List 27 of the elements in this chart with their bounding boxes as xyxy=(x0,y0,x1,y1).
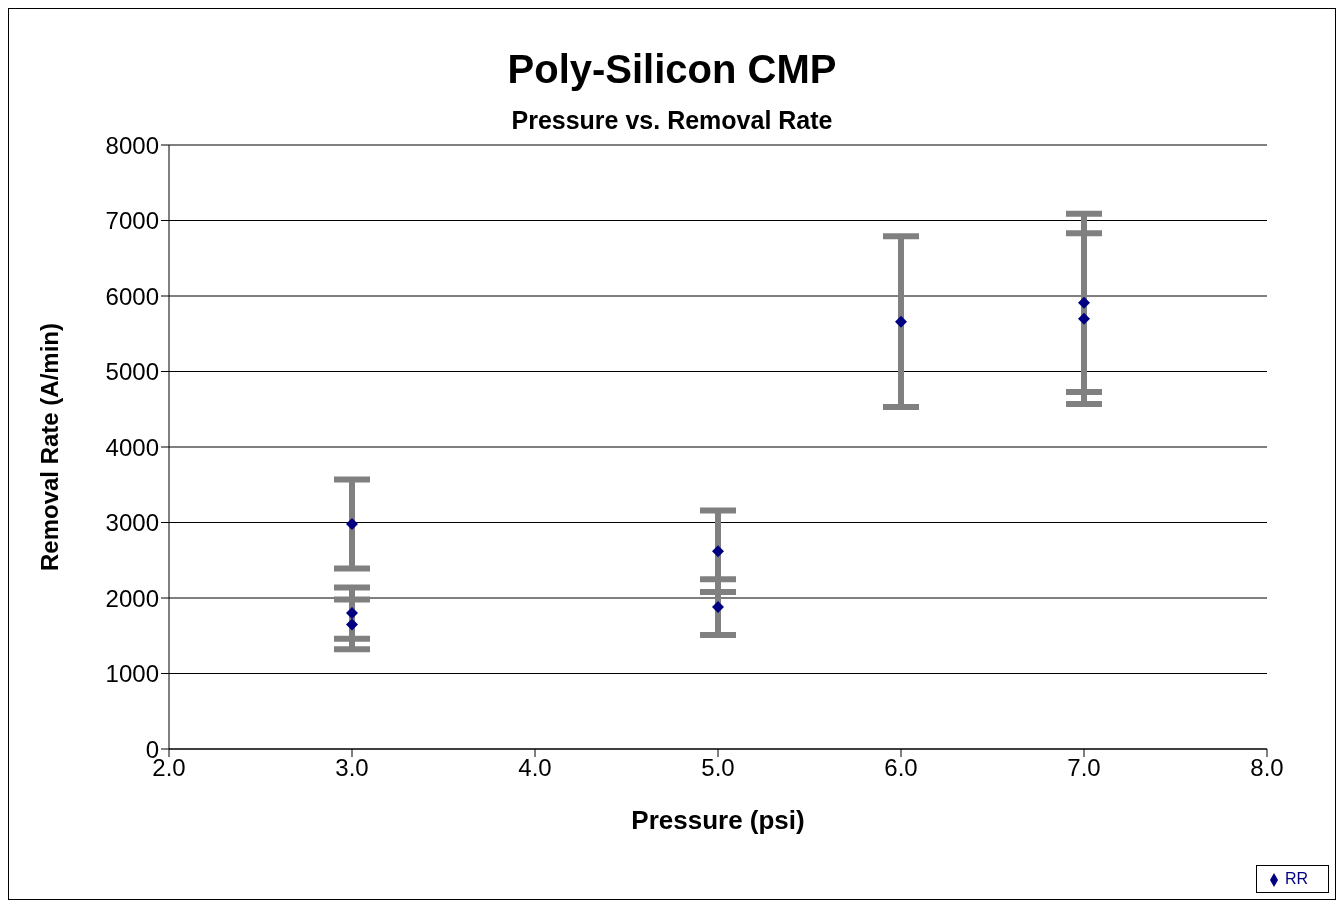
x-tick-label: 6.0 xyxy=(884,754,918,782)
y-tick-label: 7000 xyxy=(105,207,159,235)
point xyxy=(346,607,358,620)
x-tick-label: 4.0 xyxy=(518,754,552,782)
y-tick-label: 4000 xyxy=(105,433,159,461)
point xyxy=(346,618,358,631)
point xyxy=(712,601,724,614)
point xyxy=(1078,296,1090,309)
y-tick-label: 3000 xyxy=(105,509,159,537)
x-tick-label: 7.0 xyxy=(1067,754,1101,782)
point xyxy=(346,518,358,531)
point xyxy=(895,315,907,328)
y-tick-label: 8000 xyxy=(105,131,159,159)
chart-title: Poly-Silicon CMP xyxy=(506,47,838,92)
y-tick-label: 2000 xyxy=(105,584,159,612)
x-tick-label: 5.0 xyxy=(701,754,735,782)
x-axis-title: Pressure (psi) xyxy=(631,805,805,835)
chart-subtitle: Pressure vs. Removal Rate xyxy=(511,106,833,134)
legend-label: RR xyxy=(1284,870,1308,887)
y-tick-label: 6000 xyxy=(105,282,159,310)
point xyxy=(1078,312,1090,325)
x-tick-label: 3.0 xyxy=(335,754,369,782)
y-tick-label: 5000 xyxy=(105,358,159,386)
point xyxy=(712,545,724,558)
y-axis-title: Removal Rate (A/min) xyxy=(35,322,63,572)
y-tick-label: 1000 xyxy=(105,660,159,688)
x-tick-label: 8.0 xyxy=(1250,754,1284,782)
